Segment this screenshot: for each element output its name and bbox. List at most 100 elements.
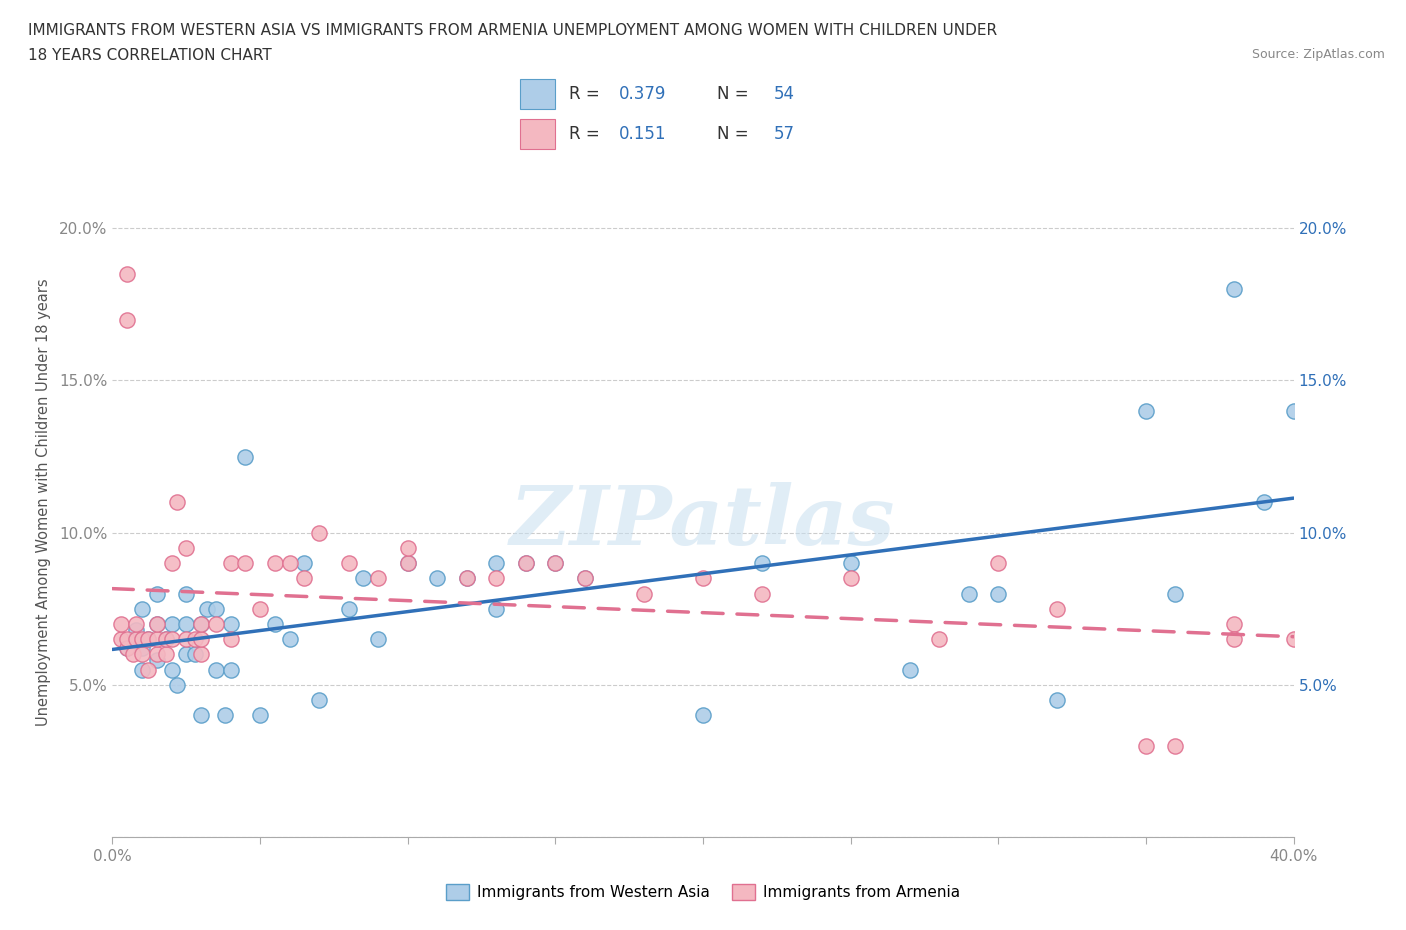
Point (195, 602, 218, 617)
Point (205, 602, 228, 617)
Point (174, 647, 197, 662)
Point (146, 617, 169, 631)
Point (160, 631, 183, 646)
Point (898, 662, 921, 677)
Point (155, 631, 177, 646)
Point (264, 617, 287, 631)
Point (136, 631, 159, 646)
Point (131, 602, 153, 617)
Point (957, 586, 980, 601)
Point (190, 708, 212, 723)
Text: 18 YEARS CORRELATION CHART: 18 YEARS CORRELATION CHART (28, 48, 271, 63)
Point (125, 617, 148, 631)
Point (751, 555, 773, 570)
Point (233, 449, 256, 464)
Point (122, 647, 145, 662)
Point (396, 555, 419, 570)
Point (292, 571, 315, 586)
Point (515, 555, 537, 570)
Point (1223, 617, 1246, 631)
Point (485, 571, 508, 586)
Text: 57: 57 (773, 126, 794, 143)
Text: IMMIGRANTS FROM WESTERN ASIA VS IMMIGRANTS FROM ARMENIA UNEMPLOYMENT AMONG WOMEN: IMMIGRANTS FROM WESTERN ASIA VS IMMIGRAN… (28, 23, 997, 38)
Text: Source: ZipAtlas.com: Source: ZipAtlas.com (1251, 48, 1385, 61)
Point (1164, 738, 1187, 753)
Point (174, 631, 197, 646)
Point (125, 622, 148, 637)
Point (1135, 404, 1157, 418)
Point (146, 653, 169, 668)
Point (110, 631, 132, 646)
Point (155, 647, 177, 662)
Point (219, 555, 242, 570)
Point (160, 555, 183, 570)
Point (205, 662, 228, 677)
Point (633, 586, 655, 601)
Point (1046, 693, 1069, 708)
Point (1164, 586, 1187, 601)
Point (485, 602, 508, 617)
Point (190, 631, 212, 646)
Point (117, 631, 138, 646)
Point (125, 631, 148, 646)
Point (367, 631, 389, 646)
Point (692, 708, 714, 723)
Point (136, 662, 159, 677)
Point (1253, 495, 1275, 510)
Bar (520, 119, 555, 150)
Text: 0.379: 0.379 (619, 85, 666, 102)
Point (544, 555, 567, 570)
Point (1282, 631, 1305, 646)
Point (146, 586, 169, 601)
Point (166, 495, 188, 510)
Point (987, 555, 1010, 570)
Point (1282, 404, 1305, 418)
Point (146, 617, 169, 631)
Point (146, 631, 169, 646)
Point (278, 631, 301, 646)
Point (515, 555, 537, 570)
Point (184, 647, 207, 662)
Point (928, 631, 950, 646)
Point (205, 617, 228, 631)
Point (184, 631, 207, 646)
Point (190, 617, 212, 631)
Point (264, 555, 287, 570)
Point (485, 555, 508, 570)
Point (456, 571, 478, 586)
Point (278, 555, 301, 570)
Legend: Immigrants from Western Asia, Immigrants from Armenia: Immigrants from Western Asia, Immigrants… (440, 878, 966, 907)
Point (131, 662, 153, 677)
Text: 0.151: 0.151 (619, 126, 666, 143)
Point (544, 555, 567, 570)
Point (249, 708, 271, 723)
Point (987, 586, 1010, 601)
Point (839, 555, 862, 570)
Point (117, 267, 138, 282)
Point (308, 693, 330, 708)
Point (219, 617, 242, 631)
Text: N =: N = (717, 126, 754, 143)
Point (308, 525, 330, 540)
Point (219, 631, 242, 646)
Point (155, 631, 177, 646)
Point (233, 555, 256, 570)
Point (190, 617, 212, 631)
Text: 54: 54 (773, 85, 794, 102)
Point (136, 631, 159, 646)
Point (1223, 282, 1246, 297)
Point (117, 312, 138, 327)
Text: N =: N = (717, 85, 754, 102)
Text: R =: R = (569, 85, 606, 102)
Point (117, 641, 138, 656)
Point (396, 540, 419, 555)
Point (352, 571, 374, 586)
Bar (520, 79, 555, 109)
Point (367, 571, 389, 586)
Point (214, 708, 236, 723)
Point (219, 662, 242, 677)
Point (426, 571, 449, 586)
Point (160, 662, 183, 677)
Point (174, 540, 197, 555)
Point (1046, 602, 1069, 617)
